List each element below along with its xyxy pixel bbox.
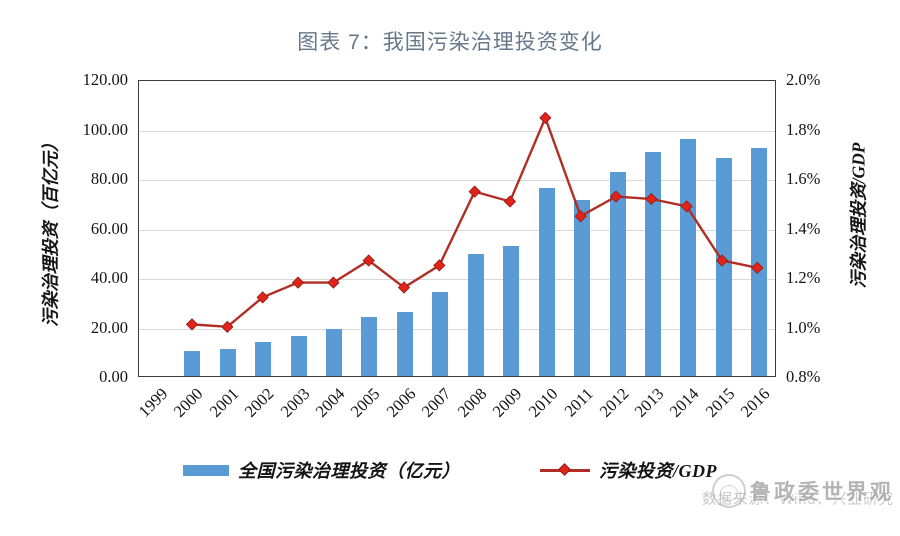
marker-2009 (503, 195, 517, 208)
left-tick-80.00: 80.00 (90, 169, 128, 188)
chart-title: 图表 7：我国污染治理投资变化 (297, 31, 603, 54)
right-tick-1.2%: 1.2% (786, 268, 821, 287)
legend-label-investment: 全国污染治理投资（亿元） (238, 461, 460, 481)
marker-2005 (362, 254, 375, 267)
gridline (139, 279, 775, 280)
marker-2006 (397, 281, 411, 294)
x-tick-2005: 2005 (347, 384, 384, 421)
left-tick-0.00: 0.00 (99, 367, 128, 386)
x-tick-2015: 2015 (701, 384, 739, 421)
marker-2011 (574, 210, 587, 223)
marker-2010 (539, 111, 552, 124)
line-diamond-swatch-icon (540, 463, 590, 476)
marker-2015 (715, 254, 729, 267)
marker-2008 (468, 185, 481, 198)
gridline (139, 130, 775, 132)
bar-2002 (255, 342, 272, 376)
x-tick-2008: 2008 (453, 384, 491, 421)
bar-2013 (644, 152, 661, 376)
bar-2000 (184, 351, 201, 376)
marker-2000 (185, 318, 199, 331)
right-tick-0.8%: 0.8% (786, 367, 821, 386)
x-tick-1999: 1999 (134, 384, 172, 421)
marker-2014 (680, 200, 693, 213)
right-axis-title: 污染治理投资/GDP (848, 142, 869, 289)
x-tick-2014: 2014 (666, 384, 703, 421)
marker-2002 (256, 291, 269, 304)
x-tick-2009: 2009 (488, 384, 526, 421)
bar-2010 (538, 187, 555, 376)
plot-area (138, 80, 776, 377)
x-tick-2013: 2013 (630, 384, 668, 421)
gdp-ratio-line (185, 111, 764, 333)
marker-2003 (291, 276, 305, 289)
x-tick-2000: 2000 (169, 384, 207, 421)
data-source-text: 数据来源：Wind、兴业研究 (701, 492, 894, 508)
marker-2001 (221, 320, 234, 333)
bar-2016 (751, 147, 768, 376)
x-tick-2010: 2010 (524, 384, 562, 421)
watermark: 鲁政委世界观 (712, 474, 894, 508)
bar-2004 (325, 328, 342, 376)
bar-2008 (467, 253, 484, 376)
legend: 全国污染治理投资（亿元） 污染投资/GDP (0, 457, 900, 483)
bar-2001 (219, 348, 236, 376)
marker-2007 (433, 259, 446, 272)
bar-2007 (432, 292, 449, 376)
x-tick-2012: 2012 (595, 384, 632, 421)
gridline (139, 180, 775, 181)
bar-2011 (574, 200, 591, 376)
right-tick-1.8%: 1.8% (786, 119, 821, 139)
x-tick-2004: 2004 (311, 384, 349, 421)
bar-2006 (396, 312, 413, 376)
legend-label-gdp-ratio: 污染投资/GDP (599, 461, 717, 481)
x-tick-2006: 2006 (382, 384, 420, 421)
marker-2012 (609, 190, 623, 203)
left-tick-20.00: 20.00 (90, 317, 128, 337)
marker-2004 (327, 276, 340, 289)
left-tick-100.00: 100.00 (82, 119, 128, 139)
marker-2016 (751, 261, 764, 274)
right-tick-1.0%: 1.0% (786, 317, 821, 337)
bar-2012 (609, 171, 626, 376)
x-tick-2016: 2016 (736, 384, 774, 421)
x-tick-2002: 2002 (240, 384, 278, 421)
gridline (139, 328, 775, 330)
marker-2013 (645, 192, 658, 206)
bar-2009 (503, 245, 520, 376)
x-tick-2001: 2001 (205, 384, 243, 421)
left-tick-60.00: 60.00 (90, 218, 128, 238)
right-tick-1.4%: 1.4% (786, 218, 821, 238)
legend-item-investment: 全国污染治理投资（亿元） (183, 457, 460, 483)
left-tick-120.00: 120.00 (82, 70, 128, 89)
bar-2003 (290, 335, 307, 376)
footer: 数据来源：Wind、兴业研究 鲁政委世界观 (634, 472, 894, 516)
bar-2015 (715, 157, 732, 376)
bar-swatch-icon (183, 464, 229, 476)
bar-2005 (361, 316, 378, 376)
x-tick-2011: 2011 (560, 384, 597, 421)
right-tick-2.0%: 2.0% (786, 70, 821, 89)
watermark-logo-icon (712, 474, 746, 508)
legend-item-gdp-ratio: 污染投资/GDP (540, 457, 717, 483)
bar-2014 (680, 138, 697, 376)
x-tick-2007: 2007 (417, 384, 455, 421)
left-tick-40.00: 40.00 (90, 268, 128, 287)
watermark-text: 鲁政委世界观 (750, 480, 894, 504)
x-tick-2003: 2003 (276, 384, 313, 421)
right-tick-1.6%: 1.6% (786, 169, 821, 188)
